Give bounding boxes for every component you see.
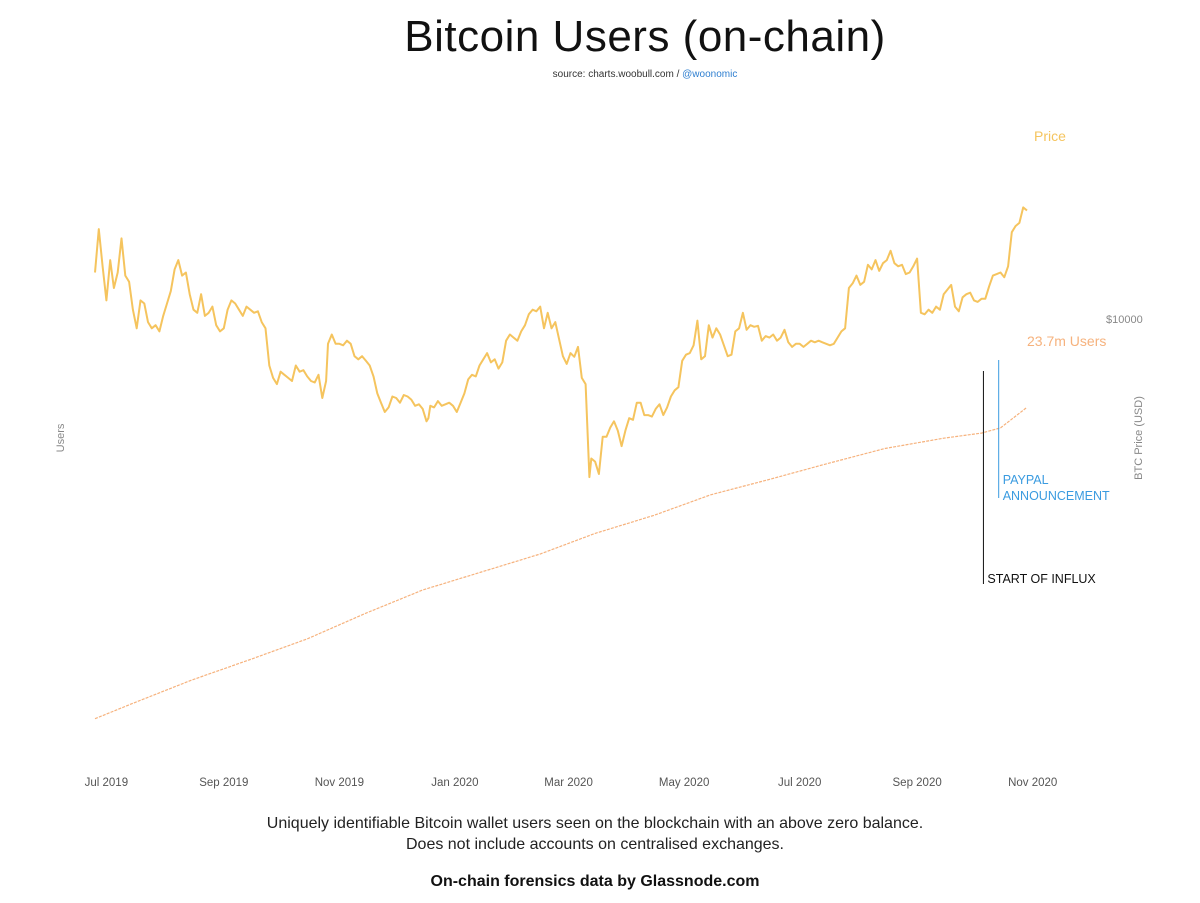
- x-axis-tick-7: Sep 2020: [893, 777, 942, 789]
- x-axis-tick-3: Jan 2020: [431, 777, 478, 789]
- chart-description: Uniquely identifiable Bitcoin wallet use…: [0, 813, 1190, 855]
- chart-footer: On-chain forensics data by Glassnode.com: [430, 873, 760, 890]
- chart-title: Bitcoin Users (on-chain): [404, 12, 886, 61]
- x-axis-tick-8: Nov 2020: [1008, 777, 1057, 789]
- x-axis-tick-6: Jul 2020: [778, 777, 821, 789]
- users-series-label: 23.7m Users: [1027, 333, 1106, 349]
- y-axis-label-right: BTC Price (USD): [1133, 396, 1145, 480]
- x-axis-tick-4: Mar 2020: [544, 777, 593, 789]
- description-line-2: Does not include accounts on centralised…: [405, 836, 784, 853]
- source-handle-link[interactable]: @woonomic: [682, 69, 738, 80]
- influx-annotation-line-0: START OF INFLUX: [987, 572, 1096, 586]
- chart-source: source: charts.woobull.com / @woonomic: [0, 69, 1200, 80]
- x-axis-tick-1: Sep 2019: [199, 777, 248, 789]
- source-text: source: charts.woobull.com /: [552, 69, 680, 80]
- paypal-annotation-line-0: PAYPAL: [1003, 473, 1049, 487]
- x-axis-tick-2: Nov 2019: [315, 777, 364, 789]
- right-axis-tick-0: $10000: [1106, 314, 1143, 326]
- y-axis-label-left: Users: [55, 423, 67, 452]
- x-axis-tick-5: May 2020: [659, 777, 710, 789]
- description-line-1: Uniquely identifiable Bitcoin wallet use…: [266, 815, 924, 832]
- users-line: [94, 406, 1028, 720]
- price-series-label: Price: [1034, 128, 1066, 144]
- x-axis-tick-0: Jul 2019: [85, 777, 128, 789]
- paypal-annotation-line-1: ANNOUNCEMENT: [1003, 489, 1110, 503]
- price-line: [94, 206, 1028, 479]
